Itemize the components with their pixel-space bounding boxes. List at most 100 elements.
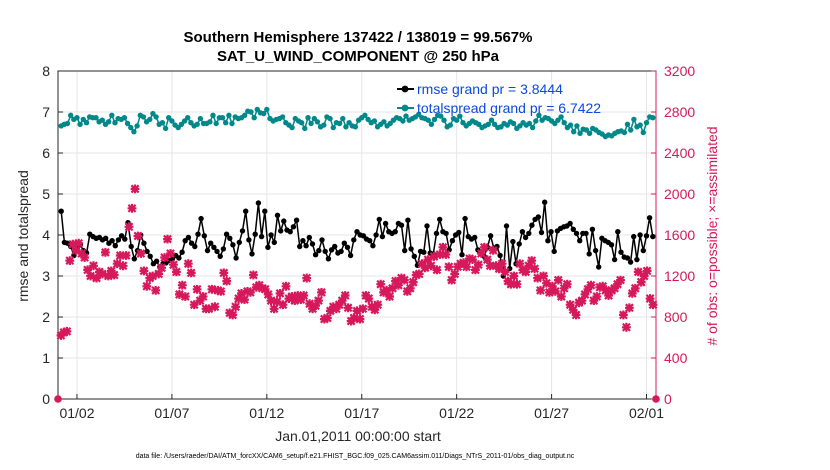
obs-assimilated-point [71,246,81,255]
totalspread-point [305,115,311,121]
totalspread-point [643,120,650,126]
rmse-point [433,230,440,237]
obs-assimilated-point [479,242,489,252]
y-tick-label: 0 [42,391,50,407]
obs-assimilated-point [139,266,149,276]
y-right-tick-label: 2400 [664,145,695,161]
y-right-tick-label: 1600 [664,227,695,243]
obs-assimilated-point [98,269,107,279]
y-tick-label: 2 [42,309,50,325]
x-tick-label: 01/07 [154,405,189,421]
rmse-point [262,208,268,214]
totalspread-point [77,121,83,128]
rmse-point [185,234,192,241]
obs-assimilated-point [177,280,187,290]
obs-assimilated-point [198,292,208,301]
rmse-point [204,247,211,254]
rmse-point [233,255,239,261]
rmse-point [287,229,293,235]
rmse-point [239,228,246,234]
rmse-point [223,231,230,237]
rmse-point [274,212,281,218]
totalspread-point [650,115,656,121]
obs-assimilated-point [444,262,454,272]
obs-assimilated-point [627,289,637,298]
totalspread-point [279,114,286,120]
chart-title: Southern Hemisphere 137422 / 138019 = 99… [184,29,533,46]
totalspread-point [74,115,80,121]
y-right-tick-label: 400 [664,350,688,366]
obs-assimilated-point [260,284,270,294]
obs-assimilated-point [234,294,243,303]
axis-ticks: 0 1 2 3 4 5 6 7 8 0 400 800 1200 1600 2000 2400 2800 3200… [42,63,695,421]
obs-assimilated-point [536,285,545,295]
y-tick-label: 3 [42,268,50,284]
obs-possible-point [652,395,660,403]
y-right-tick-label: 2800 [664,104,695,120]
obs-assimilated-point [580,290,590,299]
rmse-point [230,242,236,248]
rmse-point [227,235,233,241]
obs-assimilated-point [394,280,403,290]
totalspread-point [109,112,115,119]
y-tick-label: 6 [42,145,50,161]
rmse-point [208,240,214,246]
totalspread-point [571,129,577,135]
totalspread-point [308,120,314,127]
totalspread-point [219,115,226,121]
obs-assimilated-point [556,292,566,301]
obs-assimilated-point [488,246,498,255]
rmse-point [252,231,258,237]
obs-assimilated-point [414,269,424,279]
obs-assimilated-point [388,283,397,293]
rmse-point [367,238,373,244]
obs-assimilated-point [281,281,291,291]
obs-assimilated-point [636,277,646,287]
rmse-point [637,232,643,238]
obs-assimilated-point [485,261,495,271]
obs-assimilated-point [154,269,164,279]
obs-assimilated-point [222,276,232,286]
totalspread-point [529,124,536,131]
rmse-point [529,222,535,228]
totalspread-point [400,118,406,124]
y-tick-label: 4 [42,227,50,243]
obs-assimilated-point [269,304,279,314]
obs-assimilated-point [103,271,113,281]
legend-spread-marker [401,104,409,112]
obs-assimilated-point [521,267,531,277]
rmse-point [122,236,128,242]
obs-assimilated-point [237,289,246,298]
obs-assimilated-point [74,238,84,248]
obs-assimilated-point [65,256,75,265]
rmse-point [592,247,599,254]
rmse-point [402,247,408,254]
rmse-point [249,251,255,257]
obs-assimilated-point [89,261,98,271]
rmse-point [567,220,573,227]
totalspread-point [298,120,305,126]
rmse-point [542,199,548,205]
obs-assimilated-point [512,279,522,289]
obs-assimilated-point [219,268,229,278]
rmse-point [351,237,357,243]
y-right-tick-label: 1200 [664,268,695,284]
obs-assimilated-point [127,203,137,213]
obs-assimilated-point [405,283,415,293]
totalspread-point [112,120,118,126]
totalspread-point [425,117,431,123]
rmse-point [516,241,522,247]
rmse-point [128,243,134,250]
rmse-point [456,229,462,236]
obs-assimilated-point [249,270,258,280]
rmse-point [421,249,427,255]
rmse-point [220,246,227,252]
rmse-point [373,232,379,238]
totalspread-point [302,125,308,132]
totalspread-point [371,118,378,124]
obs-assimilated-point [216,287,226,296]
rmse-point [332,243,338,250]
totalspread-point [438,113,444,119]
rmse-point [631,233,637,240]
rmse-point [255,200,262,206]
